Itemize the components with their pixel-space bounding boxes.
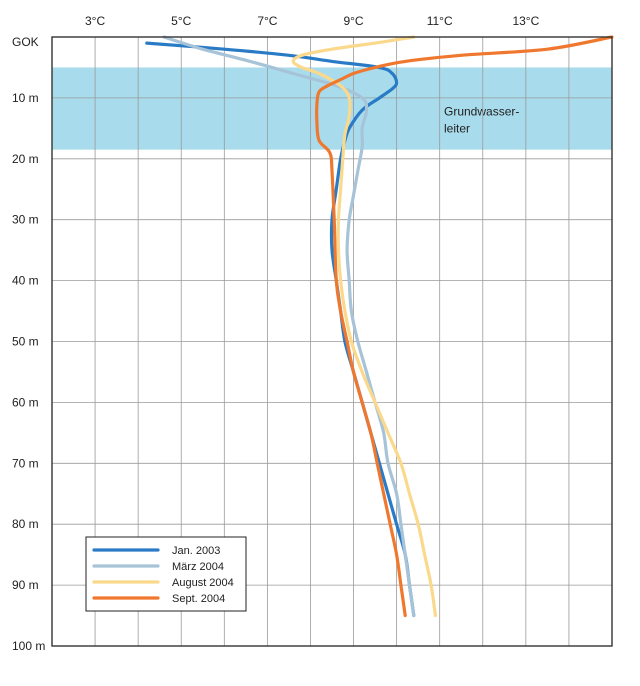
series-layer: [145, 35, 614, 618]
legend: Jan. 2003 März 2004 August 2004 Sept. 2004: [85, 536, 247, 612]
x-tick-label: 7°C: [257, 14, 277, 28]
legend-label-3: August 2004: [172, 577, 234, 589]
y-tick-label: 40 m: [12, 274, 39, 288]
y-tick-label: 30 m: [12, 213, 39, 227]
aquifer-band-label: Grundwasser-leiter: [444, 104, 519, 135]
y-tick-label: 80 m: [12, 517, 39, 531]
x-tick-label: 5°C: [171, 14, 191, 28]
aquifer-band-label-line: Grundwasser-: [444, 104, 519, 118]
plot-frame: [51, 36, 613, 647]
x-tick-label: 3°C: [85, 14, 105, 28]
x-tick-label: 13°C: [512, 14, 539, 28]
x-tick-labels: 3°C 5°C 7°C 9°C 11°C 13°C: [85, 14, 540, 28]
y-tick-label: GOK: [12, 35, 39, 49]
y-tick-label: 100 m: [12, 639, 45, 653]
aquifer-band-label-line: leiter: [444, 121, 470, 135]
y-tick-label: 60 m: [12, 395, 39, 409]
series-line-3: [291, 35, 437, 618]
legend-label-4: Sept. 2004: [172, 593, 225, 605]
y-tick-label: 70 m: [12, 456, 39, 470]
frame-layer: [51, 36, 613, 647]
x-tick-label: 11°C: [427, 14, 453, 28]
legend-label-1: Jan. 2003: [172, 545, 220, 557]
y-tick-label: 50 m: [12, 335, 39, 349]
y-tick-labels: GOK 10 m 20 m 30 m 40 m 50 m 60 m 70 m 80 m 90 m 1…: [12, 35, 45, 653]
legend-label-2: März 2004: [172, 561, 224, 573]
y-tick-label: 10 m: [12, 91, 39, 105]
series-line-4: [315, 35, 614, 618]
y-tick-label: 90 m: [12, 578, 39, 592]
series-line-2: [162, 35, 416, 618]
x-tick-label: 9°C: [343, 14, 363, 28]
y-tick-label: 20 m: [12, 152, 39, 166]
